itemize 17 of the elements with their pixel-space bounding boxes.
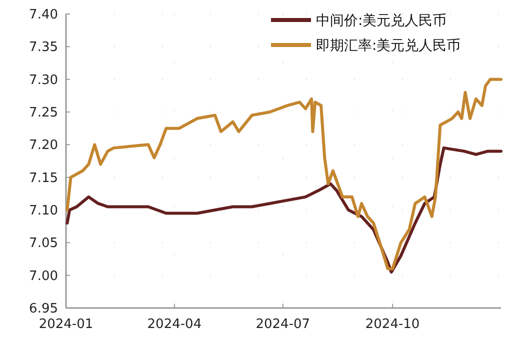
x-tick-label: 2024-01 [38, 317, 94, 332]
legend-label: 即期汇率:美元兑人民币 [316, 38, 461, 54]
legend-label: 中间价:美元兑人民币 [316, 12, 447, 29]
line-series [66, 78, 502, 270]
y-tick-label: 7.00 [29, 268, 58, 284]
y-tick-label: 7.15 [29, 170, 58, 186]
x-tick-label: 2024-10 [365, 317, 420, 332]
y-tick-label: 7.30 [29, 72, 58, 88]
x-tick-label: 2024-04 [147, 317, 202, 332]
y-tick-label: 7.35 [29, 40, 58, 56]
y-tick-label: 7.10 [29, 204, 58, 219]
y-tick-label: 6.95 [29, 302, 58, 317]
x-tick-label: 2024-07 [256, 317, 310, 332]
y-tick-label: 7.25 [29, 106, 58, 121]
y-tick-label: 7.20 [29, 138, 58, 154]
y-tick-label: 7.40 [29, 8, 58, 23]
y-tick-label: 7.05 [29, 236, 58, 252]
